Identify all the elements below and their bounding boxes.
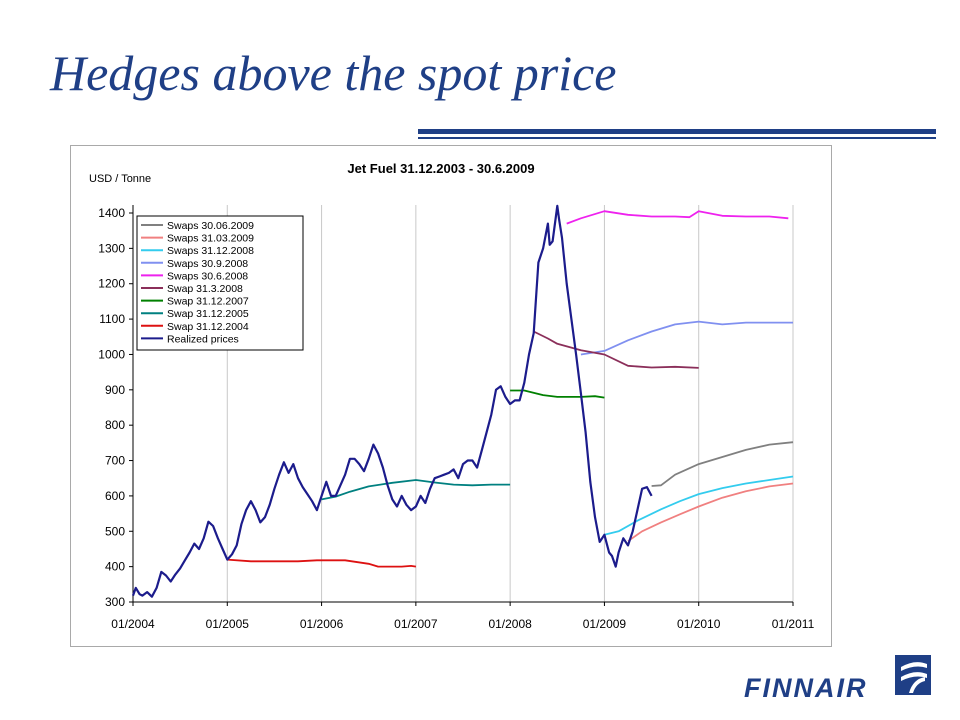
series-line <box>510 389 605 399</box>
series-line <box>131 204 653 598</box>
legend-item-label: Swaps 30.6.2008 <box>167 270 248 282</box>
finnair-logo-text: FINNAIR <box>744 673 868 703</box>
legend-item-label: Swaps 30.9.2008 <box>167 258 248 270</box>
finnair-logo-icon <box>895 655 931 695</box>
x-tick-label: 01/2005 <box>206 617 250 631</box>
jet-fuel-chart: Jet Fuel 31.12.2003 - 30.6.2009 USD / To… <box>89 161 815 631</box>
legend-item-label: Swap 31.3.2008 <box>167 283 243 295</box>
chart-title: Jet Fuel 31.12.2003 - 30.6.2009 <box>347 161 534 176</box>
y-tick-label: 1200 <box>98 277 125 291</box>
chart-frame: Jet Fuel 31.12.2003 - 30.6.2009 USD / To… <box>70 145 832 647</box>
y-tick-label: 400 <box>105 560 125 574</box>
x-tick-label: 01/2010 <box>677 617 721 631</box>
legend-item-label: Swaps 31.12.2008 <box>167 245 254 257</box>
series-line <box>533 330 699 369</box>
y-tick-label: 800 <box>105 418 125 432</box>
title-rule-thick <box>418 129 936 134</box>
x-tick-label: 01/2009 <box>583 617 627 631</box>
y-tick-label: 1400 <box>98 206 125 220</box>
x-tick-label: 01/2004 <box>111 617 155 631</box>
legend-item-label: Swaps 30.06.2009 <box>167 220 254 232</box>
series-line <box>604 475 794 536</box>
legend-item-label: Swap 31.12.2005 <box>167 308 249 320</box>
series-line <box>651 441 794 487</box>
legend-item-label: Swap 31.12.2007 <box>167 296 249 308</box>
y-tick-label: 900 <box>105 383 125 397</box>
x-tick-label: 01/2008 <box>488 617 532 631</box>
y-tick-label: 1300 <box>98 241 125 255</box>
legend-item-label: Swaps 31.03.2009 <box>167 233 254 245</box>
y-tick-label: 1100 <box>99 312 125 326</box>
y-tick-label: 300 <box>105 595 125 609</box>
y-tick-label: 600 <box>105 489 125 503</box>
series-line <box>566 210 789 225</box>
series-line <box>580 320 793 356</box>
y-tick-label: 500 <box>105 524 125 538</box>
x-tick-label: 01/2006 <box>300 617 344 631</box>
series-line <box>321 479 511 501</box>
series-line <box>227 558 417 568</box>
legend-item-label: Swap 31.12.2004 <box>167 321 249 333</box>
slide-title: Hedges above the spot price <box>50 45 617 101</box>
x-tick-label: 01/2011 <box>772 617 815 631</box>
y-tick-label: 700 <box>105 454 125 468</box>
title-rule-thin <box>418 137 936 139</box>
series-line <box>627 482 794 542</box>
legend-box <box>136 215 304 351</box>
y-tick-label: 1000 <box>98 347 125 361</box>
legend-item-label: Realized prices <box>167 333 239 345</box>
y-axis-unit-label: USD / Tonne <box>89 173 151 185</box>
x-tick-label: 01/2007 <box>394 617 438 631</box>
